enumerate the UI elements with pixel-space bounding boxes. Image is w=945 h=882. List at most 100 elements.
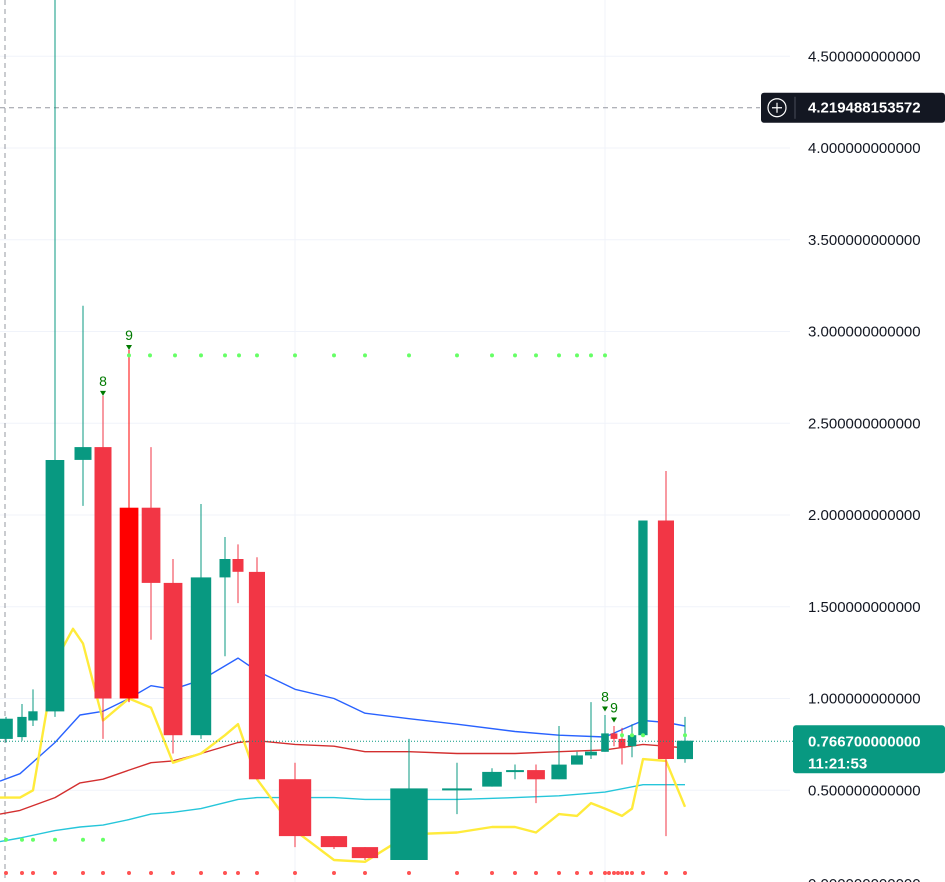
- candle-body: [141, 507, 161, 583]
- candle-bullish[interactable]: [482, 768, 502, 787]
- candle-bearish[interactable]: [248, 557, 265, 780]
- y-tick-label: 1.000000000000: [808, 691, 921, 708]
- red-dot: [534, 871, 538, 875]
- candle-body: [638, 520, 648, 736]
- price-axis[interactable]: 0.500000000000 1.000000000000 1.5000000000…: [761, 48, 945, 882]
- red-dot: [20, 871, 24, 875]
- red-dot: [557, 871, 561, 875]
- red-dot: [199, 871, 203, 875]
- green-dot: [683, 733, 687, 738]
- candle-body: [351, 847, 379, 859]
- green-dot: [641, 733, 645, 738]
- crosshair-price-value: 4.219488153572: [808, 100, 921, 117]
- candles[interactable]: [0, 0, 693, 860]
- candle-bullish[interactable]: [45, 0, 65, 717]
- y-tick-label: 4.000000000000: [808, 140, 921, 157]
- candle-bearish[interactable]: [610, 726, 618, 747]
- candle-bullish[interactable]: [585, 702, 597, 760]
- candle-bearish[interactable]: [141, 447, 161, 640]
- candle-bearish[interactable]: [119, 349, 139, 703]
- last-price-tag-bg: [793, 725, 945, 774]
- ma-line: [0, 740, 686, 815]
- red-dot: [127, 871, 131, 875]
- y-tick-label: 2.000000000000: [808, 507, 921, 524]
- green-dot: [589, 353, 593, 358]
- candle-bullish[interactable]: [551, 726, 567, 780]
- red-dot: [31, 871, 35, 875]
- candle-bearish[interactable]: [351, 847, 379, 860]
- candle-body: [610, 733, 618, 739]
- candle-bullish[interactable]: [601, 715, 609, 752]
- candle-bullish[interactable]: [74, 305, 92, 506]
- signal-dots: [4, 353, 687, 875]
- candle-bullish[interactable]: [442, 762, 472, 815]
- green-dot: [490, 353, 494, 358]
- candle-body: [94, 447, 112, 699]
- green-dot: [293, 353, 297, 358]
- candle-body: [17, 716, 27, 738]
- red-dot: [612, 871, 616, 875]
- signal-label: 9: [125, 327, 133, 343]
- candle-bullish[interactable]: [17, 704, 27, 741]
- red-dot: [641, 871, 645, 875]
- red-dot: [101, 871, 105, 875]
- plus-icon: [772, 102, 782, 113]
- red-dot: [363, 871, 367, 875]
- candle-bearish[interactable]: [232, 544, 244, 604]
- candle-bullish[interactable]: [190, 503, 212, 739]
- red-dot: [293, 871, 297, 875]
- red-dot: [455, 871, 459, 875]
- red-dot: [589, 871, 593, 875]
- candle-body: [219, 559, 231, 578]
- candle-bearish[interactable]: [278, 762, 312, 848]
- signal-label: 8: [601, 689, 609, 705]
- add-alert-icon[interactable]: [767, 98, 787, 118]
- candle-body: [618, 738, 626, 749]
- green-dot: [575, 353, 579, 358]
- signal-triangle-icon: [100, 390, 106, 396]
- candle-bullish[interactable]: [390, 738, 428, 860]
- candle-bullish[interactable]: [676, 716, 693, 763]
- green-dot: [620, 733, 624, 738]
- candle-bearish[interactable]: [657, 470, 674, 837]
- candle-body: [585, 751, 597, 756]
- red-dot: [603, 871, 607, 875]
- candle-body: [278, 779, 312, 837]
- y-tick-label: 2.500000000000: [808, 415, 921, 432]
- candle-bearish[interactable]: [320, 836, 348, 849]
- signal-triangle-icon: [126, 345, 132, 351]
- candle-bullish[interactable]: [506, 764, 524, 780]
- candle-body: [551, 764, 567, 780]
- candle-bullish[interactable]: [0, 716, 13, 743]
- red-dot: [575, 871, 579, 875]
- green-dot: [455, 353, 459, 358]
- green-dot: [513, 353, 517, 358]
- candle-bullish[interactable]: [571, 751, 583, 765]
- signal-triangle-icon: [611, 717, 617, 723]
- candle-bearish[interactable]: [94, 395, 112, 739]
- green-dot: [534, 353, 538, 358]
- crosshair-tag-bg: [761, 92, 945, 123]
- red-dot: [664, 871, 668, 875]
- green-dot: [557, 353, 561, 358]
- candle-bearish[interactable]: [527, 764, 545, 804]
- crosshair-price-tag[interactable]: 4.219488153572: [761, 92, 945, 123]
- signal-label: 9: [610, 700, 618, 716]
- candle-body: [0, 718, 13, 739]
- green-dot: [173, 353, 177, 358]
- ma-line: [0, 627, 687, 863]
- candle-bullish[interactable]: [627, 724, 637, 758]
- candle-body: [232, 559, 244, 572]
- candle-bullish[interactable]: [28, 689, 38, 727]
- candle-body: [320, 836, 348, 848]
- candle-bullish[interactable]: [219, 537, 231, 657]
- green-dot: [630, 733, 634, 738]
- signal-label: 8: [99, 373, 107, 389]
- green-dot: [127, 353, 131, 358]
- candle-body: [248, 571, 265, 780]
- candle-bullish[interactable]: [638, 520, 648, 738]
- candle-bearish[interactable]: [163, 559, 183, 754]
- green-dot: [363, 353, 367, 358]
- candle-body: [482, 771, 502, 787]
